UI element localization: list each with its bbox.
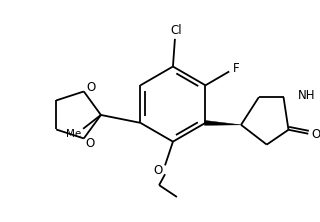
Text: O: O — [86, 81, 95, 94]
Text: Me: Me — [66, 129, 81, 139]
Text: O: O — [312, 128, 320, 141]
Text: O: O — [154, 164, 163, 177]
Text: O: O — [85, 137, 94, 150]
Text: NH: NH — [297, 89, 315, 102]
Text: F: F — [233, 62, 239, 75]
Polygon shape — [204, 120, 241, 125]
Text: Cl: Cl — [170, 24, 182, 38]
